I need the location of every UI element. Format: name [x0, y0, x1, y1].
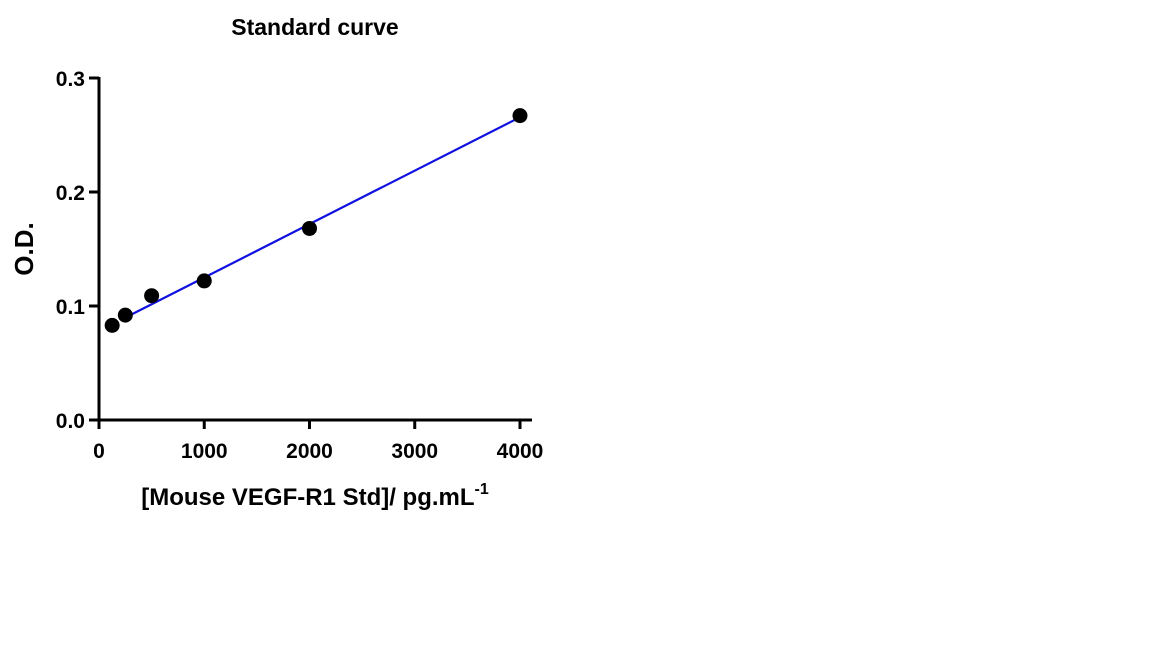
x-tick-label: 2000	[286, 440, 333, 463]
data-point	[104, 317, 120, 333]
y-axis-label: O.D.	[9, 222, 39, 275]
x-axis-ticks: 0 1000 2000 3000 4000	[93, 420, 543, 463]
data-point	[512, 108, 528, 124]
x-tick-label: 0	[93, 440, 105, 463]
x-axis-label-superscript: -1	[475, 481, 489, 498]
x-tick-label: 1000	[181, 440, 228, 463]
data-point	[117, 307, 133, 323]
x-tick-label: 3000	[391, 440, 438, 463]
x-axis-label-text: [Mouse VEGF-R1 Std]/ pg.mL	[141, 484, 474, 511]
y-tick-label: 0.3	[56, 68, 85, 91]
y-tick-label: 0.2	[56, 182, 85, 205]
x-tick-label: 4000	[497, 440, 544, 463]
chart-title: Standard curve	[231, 14, 398, 40]
y-tick-label: 0.1	[56, 296, 86, 319]
fit-line	[124, 116, 521, 319]
data-point	[302, 220, 317, 236]
data-point	[196, 273, 212, 289]
axes	[97, 77, 532, 422]
data-points	[104, 108, 528, 333]
y-axis-ticks: 0.0 0.1 0.2 0.3	[56, 68, 99, 433]
x-axis-label: [Mouse VEGF-R1 Std]/ pg.mL-1	[141, 481, 489, 511]
y-tick-label: 0.0	[56, 410, 85, 433]
data-point	[144, 288, 160, 304]
